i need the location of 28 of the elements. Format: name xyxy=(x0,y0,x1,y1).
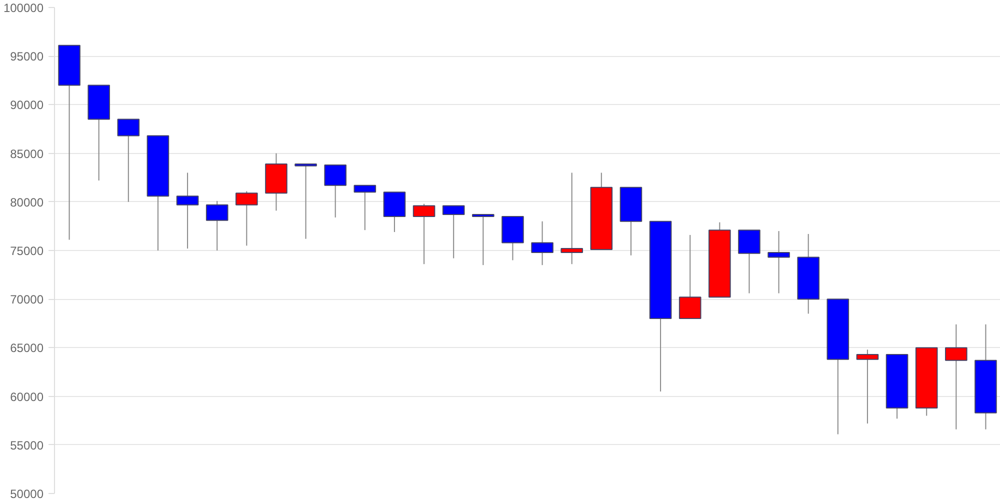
candlestick xyxy=(412,203,436,265)
candlestick xyxy=(945,324,968,430)
candlestick xyxy=(560,172,583,265)
candlestick xyxy=(294,163,317,240)
y-tick-label: 65000 xyxy=(10,341,44,356)
candlestick xyxy=(236,190,258,246)
candlestick xyxy=(738,230,760,294)
candlestick xyxy=(768,230,790,294)
y-tick-label: 90000 xyxy=(10,98,44,112)
candlestick xyxy=(856,349,879,424)
candlestick xyxy=(206,200,228,251)
y-tick-label: 70000 xyxy=(10,292,44,307)
candlestick xyxy=(117,118,140,202)
y-tick-label: 80000 xyxy=(10,195,44,210)
y-tick-label: 95000 xyxy=(10,50,44,64)
candlestick xyxy=(324,164,346,218)
y-tick-label: 75000 xyxy=(10,244,44,258)
y-tick-label: 60000 xyxy=(10,390,44,404)
candlestick xyxy=(354,184,376,231)
candlestick xyxy=(176,172,199,250)
y-tick-label: 100000 xyxy=(3,1,44,15)
candlestick xyxy=(442,205,465,259)
y-tick-label: 55000 xyxy=(10,438,44,452)
candlestick xyxy=(678,234,702,320)
y-tick-label: 85000 xyxy=(10,146,44,161)
candlestick xyxy=(531,220,554,266)
candlestick xyxy=(472,214,494,266)
y-tick-label: 50000 xyxy=(10,487,44,500)
